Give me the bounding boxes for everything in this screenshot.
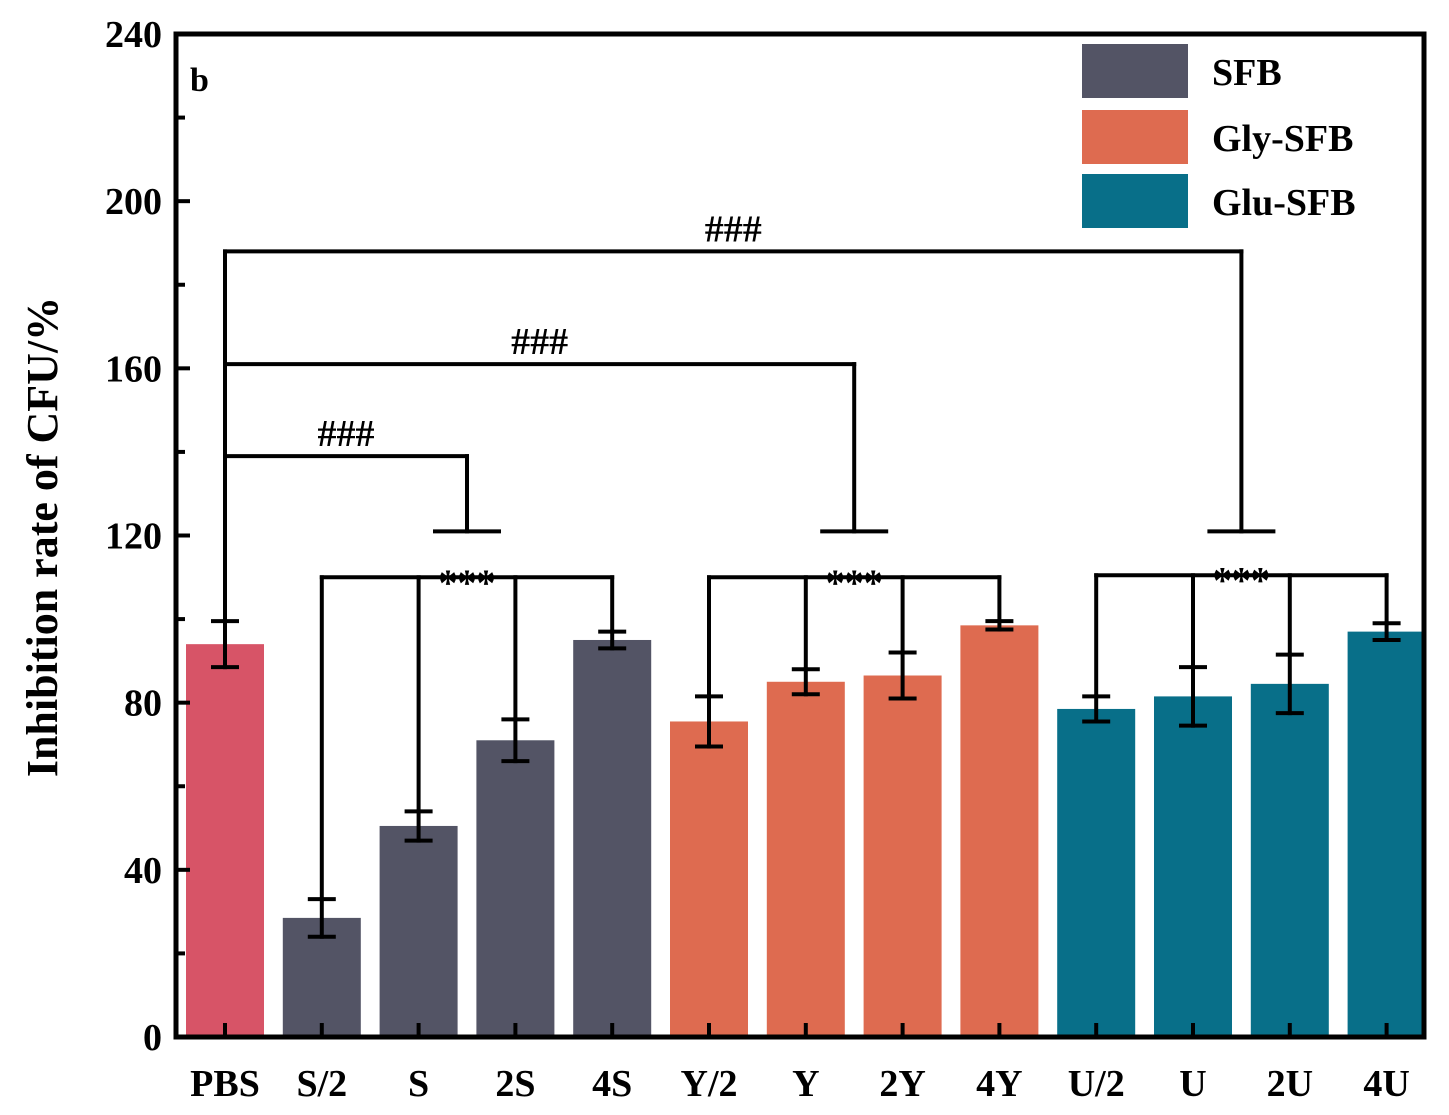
legend-label: Gly-SFB [1212, 118, 1353, 160]
y-axis-label: Inhibition rate of CFU/% [18, 297, 67, 777]
y-tick-label: 160 [105, 348, 162, 390]
bar-4y [960, 625, 1039, 1037]
bar-y-half2 [670, 721, 748, 1037]
comparison-label: ### [511, 321, 568, 363]
x-tick-label: 4S [592, 1063, 632, 1105]
bar-s [379, 825, 458, 1037]
bar-2s [476, 740, 555, 1037]
bars-layer [186, 625, 1426, 1037]
bar-y [766, 681, 845, 1037]
legend-label: SFB [1212, 52, 1282, 94]
x-tick-label: U/2 [1068, 1063, 1125, 1105]
comparison-label: ### [318, 413, 375, 455]
annotations-layer: *** *** *** ### ### ### [223, 208, 1389, 902]
y-tick-label: 80 [124, 683, 162, 725]
legend: SFB Gly-SFB Glu-SFB [1082, 44, 1356, 228]
x-tick-label: 2U [1267, 1063, 1313, 1105]
bar-2u [1250, 683, 1329, 1037]
legend-swatch [1082, 110, 1188, 164]
x-tick-label: Y/2 [681, 1063, 738, 1105]
bar-4s [573, 639, 652, 1037]
axes-layer: 0 40 80 120 160 200 240 PBS S/2 S 2S 4S Y/2 Y 2Y 4Y U/2 U… [105, 14, 1427, 1105]
x-tick-label: U [1179, 1063, 1206, 1105]
significance-label: *** [439, 562, 496, 604]
comparison-label: ### [705, 208, 762, 250]
y-tick-label: 0 [143, 1017, 162, 1059]
x-tick-label: 4Y [976, 1063, 1022, 1105]
x-tick-label: Y [792, 1063, 819, 1105]
y-tick-label: 120 [105, 516, 162, 558]
x-tick-label: 4U [1363, 1063, 1409, 1105]
y-tick-label: 40 [124, 850, 162, 892]
bar-4u [1347, 631, 1426, 1037]
panel-label: b [190, 62, 209, 99]
x-tick-label: S/2 [296, 1063, 347, 1105]
bar-pbs [186, 644, 264, 1037]
x-tick-label: 2Y [879, 1063, 925, 1105]
x-tick-label: 2S [495, 1063, 535, 1105]
bar-2y [863, 675, 942, 1037]
error-bars-layer [211, 619, 1401, 939]
y-tick-label: 240 [105, 14, 162, 56]
y-tick-label: 200 [105, 181, 162, 223]
legend-swatch [1082, 44, 1188, 98]
x-tick-label: PBS [190, 1063, 260, 1105]
significance-label: *** [826, 562, 883, 604]
legend-label: Glu-SFB [1212, 182, 1356, 224]
bar-u [1154, 696, 1232, 1037]
bar-u-half2 [1057, 708, 1136, 1037]
legend-swatch [1082, 174, 1188, 228]
x-tick-label: S [408, 1063, 429, 1105]
significance-label: *** [1213, 560, 1270, 602]
